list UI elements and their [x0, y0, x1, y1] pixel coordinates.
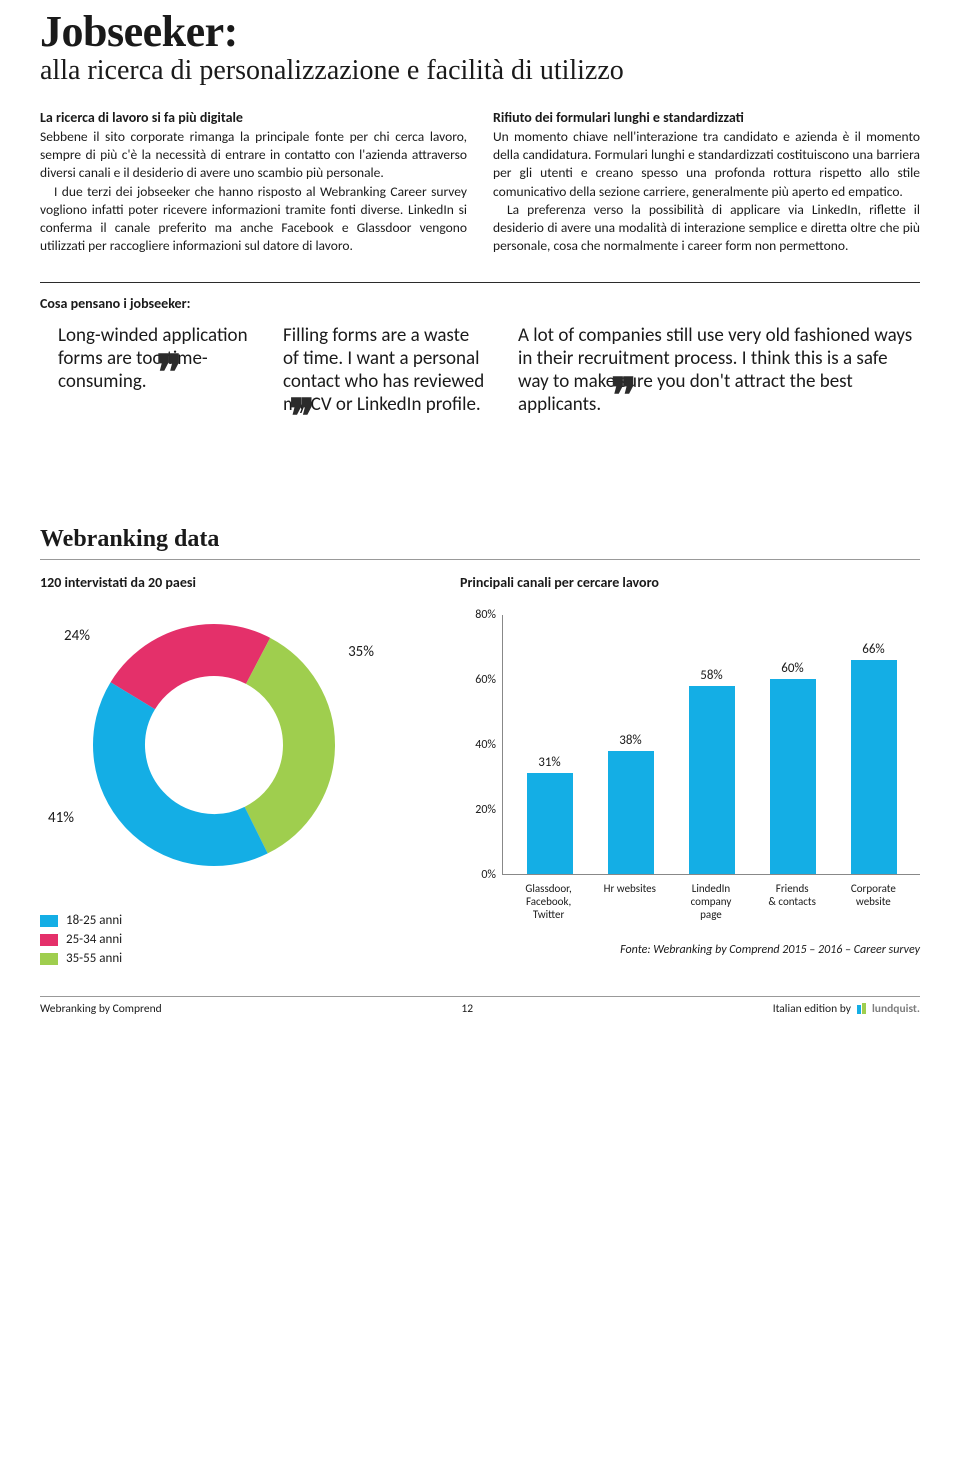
donut-slice [256, 661, 309, 830]
quote-1-text: Long-winded application forms are too ti… [58, 324, 248, 393]
donut-slice [119, 696, 256, 840]
donut-label-35: 35% [348, 643, 374, 661]
bar-value-label: 38% [619, 733, 641, 748]
bar-column: Principali canali per cercare lavoro 31%… [460, 574, 920, 970]
legend-swatch [40, 934, 58, 946]
bar-ytick: 60% [460, 673, 496, 687]
bar-item: 66% [839, 642, 909, 875]
legend-item: 18-25 anni [40, 913, 420, 928]
col-right-p1: Un momento chiave nell'interazione tra c… [493, 128, 920, 201]
data-section-title: Webranking data [40, 526, 920, 553]
quotes-row: Long-winded application forms are too ti… [40, 324, 920, 437]
col-right-p2: La preferenza verso la possibilità di ap… [493, 201, 920, 256]
quote-3: A lot of companies still use very old fa… [518, 324, 920, 437]
page-subtitle: alla ricerca di personalizzazione e faci… [40, 55, 920, 87]
col-left-p2: I due terzi dei jobseeker che hanno risp… [40, 183, 467, 256]
legend-label: 25-34 anni [66, 932, 122, 947]
footer-page-number: 12 [461, 1002, 473, 1016]
page-footer: Webranking by Comprend 12 Italian editio… [40, 1002, 920, 1016]
bar-category-label: Glassdoor,Facebook,Twitter [514, 883, 584, 935]
bar-value-label: 58% [700, 668, 722, 683]
col-left-p1: Sebbene il sito corporate rimanga la pri… [40, 128, 467, 183]
footer-left: Webranking by Comprend [40, 1002, 162, 1016]
divider [40, 282, 920, 283]
donut-heading: 120 intervistati da 20 paesi [40, 574, 420, 591]
quote-2-text: Filling forms are a waste of time. I wan… [283, 324, 484, 417]
bar-chart: 31% 38% 58% 60% 66% Glassdoor,Facebook,Twitt… [460, 615, 920, 935]
bar-value-label: 60% [781, 661, 803, 676]
bar-ytick: 40% [460, 738, 496, 752]
quotes-heading: Cosa pensano i jobseeker: [40, 295, 920, 312]
page-title: Jobseeker: [40, 6, 920, 57]
intro-col-right: Rifiuto dei formulari lunghi e standardi… [493, 109, 920, 256]
donut-legend: 18-25 anni 25-34 anni 35-55 anni [40, 913, 420, 966]
logo-text: lundquist. [872, 1002, 920, 1016]
bar-item: 38% [596, 733, 666, 875]
bar-rect [770, 679, 816, 874]
bar-value-label: 31% [538, 755, 560, 770]
footer-right-text: Italian edition by [773, 1002, 851, 1016]
logo-icon [856, 1002, 870, 1016]
bar-category-label: Hr websites [595, 883, 665, 935]
bar-category-label: Corporatewebsite [838, 883, 908, 935]
bar-rect [527, 773, 573, 874]
bar-value-label: 66% [862, 642, 884, 657]
donut-column: 120 intervistati da 20 paesi 24% 35% 41%… [40, 574, 420, 970]
chart-source: Fonte: Webranking by Comprend 2015 – 201… [460, 943, 920, 957]
intro-columns: La ricerca di lavoro si fa più digitale … [40, 109, 920, 256]
bar-heading: Principali canali per cercare lavoro [460, 574, 920, 591]
divider-thin [40, 559, 920, 560]
quote-2: Filling forms are a waste of time. I wan… [283, 324, 488, 437]
bar-rect [608, 751, 654, 875]
bar-category-label: LindedIncompanypage [676, 883, 746, 935]
legend-item: 25-34 anni [40, 932, 420, 947]
col-left-heading: La ricerca di lavoro si fa più digitale [40, 109, 467, 126]
charts-row: 120 intervistati da 20 paesi 24% 35% 41%… [40, 574, 920, 970]
bar-rect [851, 660, 897, 875]
bar-ytick: 80% [460, 608, 496, 622]
footer-divider [40, 996, 920, 997]
bar-item: 60% [758, 661, 828, 874]
col-right-heading: Rifiuto dei formulari lunghi e standardi… [493, 109, 920, 126]
legend-swatch [40, 915, 58, 927]
legend-label: 35-55 anni [66, 951, 122, 966]
bar-item: 58% [677, 668, 747, 875]
legend-label: 18-25 anni [66, 913, 122, 928]
donut-label-41: 41% [48, 809, 74, 827]
quote-3-text: A lot of companies still use very old fa… [518, 324, 912, 417]
legend-swatch [40, 953, 58, 965]
lundquist-logo: lundquist. [856, 1002, 920, 1016]
donut-chart: 24% 35% 41% [84, 615, 344, 875]
bar-item: 31% [515, 755, 585, 874]
donut-label-24: 24% [64, 627, 90, 645]
legend-item: 35-55 anni [40, 951, 420, 966]
donut-slice [133, 650, 258, 696]
bar-ytick: 0% [460, 868, 496, 882]
quote-1: Long-winded application forms are too ti… [58, 324, 253, 437]
bar-ytick: 20% [460, 803, 496, 817]
bar-rect [689, 686, 735, 875]
intro-col-left: La ricerca di lavoro si fa più digitale … [40, 109, 467, 256]
bar-category-label: Friends& contacts [757, 883, 827, 935]
